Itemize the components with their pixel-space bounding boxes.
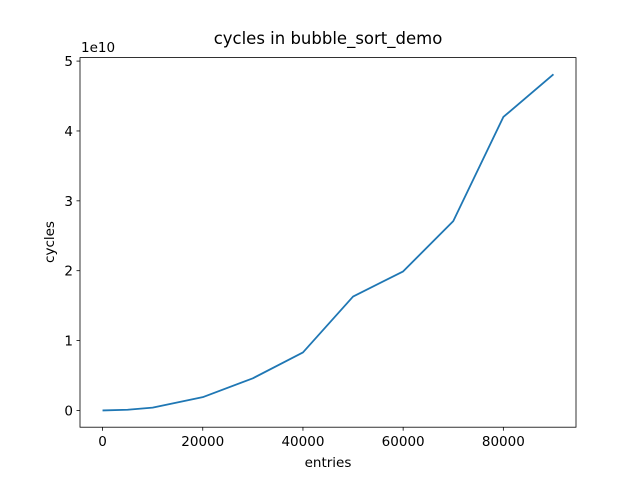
y-tick-label: 2 — [64, 264, 73, 280]
x-tick-label: 0 — [98, 434, 107, 450]
y-tick-label: 4 — [64, 124, 73, 140]
y-axis-label: cycles — [42, 221, 58, 263]
x-tick-label: 40000 — [281, 434, 324, 450]
x-tick-label: 80000 — [482, 434, 525, 450]
y-tick-label: 1 — [64, 334, 73, 350]
x-tick-label: 20000 — [181, 434, 224, 450]
chart-title: cycles in bubble_sort_demo — [214, 29, 443, 49]
y-tick-label: 3 — [64, 194, 73, 210]
y-tick-label: 5 — [64, 54, 73, 70]
data-line — [102, 73, 555, 412]
plot-frame — [79, 57, 577, 428]
y-tick-label: 0 — [64, 403, 73, 419]
y-offset-label: 1e10 — [81, 40, 115, 56]
x-tick-label: 60000 — [382, 434, 425, 450]
x-axis-label: entries — [305, 455, 352, 471]
